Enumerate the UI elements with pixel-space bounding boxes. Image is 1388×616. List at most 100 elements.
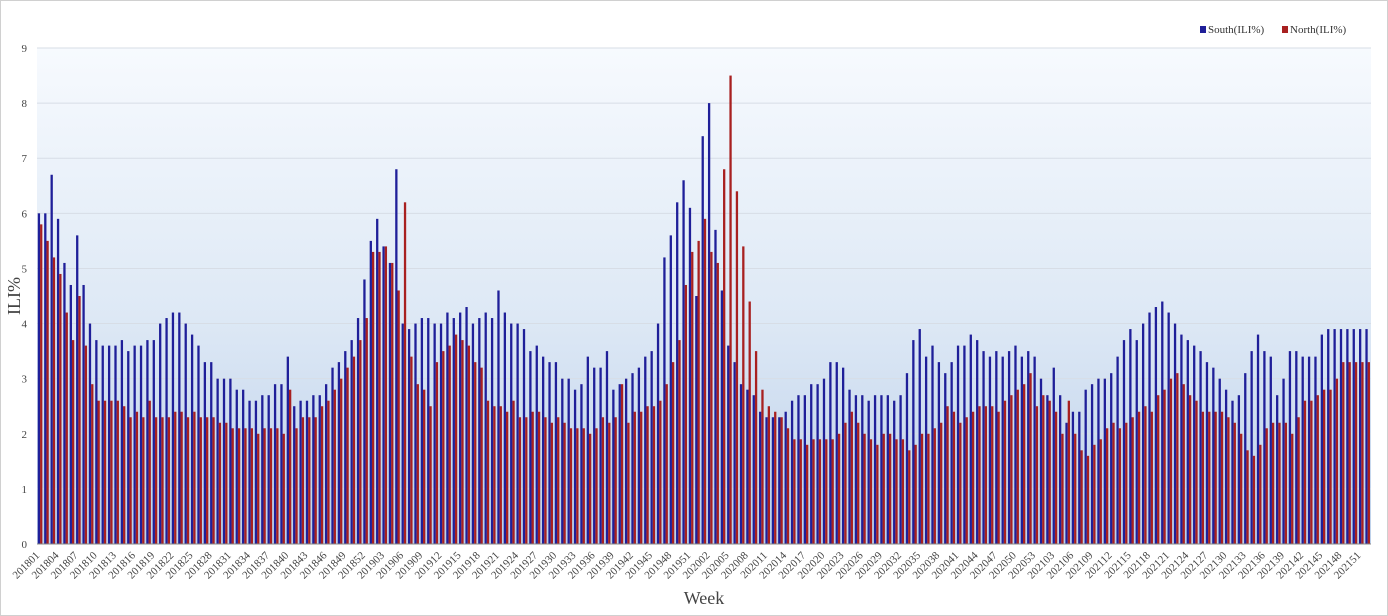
bar-south: [376, 218, 379, 544]
bar-north: [978, 406, 981, 544]
bar-north: [333, 389, 336, 544]
bar-south: [1186, 340, 1189, 544]
bar-south: [76, 235, 79, 544]
bar-north: [1188, 395, 1192, 544]
bar-north: [295, 428, 298, 544]
bar-north: [646, 406, 649, 544]
bar-north: [1093, 444, 1096, 544]
bar-south: [280, 384, 283, 544]
bar-south: [1199, 351, 1202, 544]
bar-north: [46, 240, 49, 544]
bar-north: [1310, 400, 1313, 544]
bar-north: [65, 312, 68, 544]
bar-south: [382, 246, 385, 544]
bar-south: [1103, 378, 1106, 544]
bar-north: [1099, 439, 1102, 544]
bar-north: [416, 384, 419, 544]
bar-south: [682, 180, 685, 544]
bar-south: [510, 323, 513, 544]
y-tick-label: 4: [22, 319, 28, 331]
bar-north: [933, 428, 936, 544]
bar-north: [212, 417, 215, 544]
bar-north: [378, 251, 381, 544]
bar-south: [516, 323, 519, 544]
bar-north: [984, 406, 988, 544]
bar-north: [276, 428, 279, 544]
bar-south: [318, 395, 321, 544]
bar-north: [403, 202, 407, 545]
bar-north: [340, 378, 343, 544]
bar-south: [1282, 378, 1285, 544]
y-tick-label: 3: [22, 374, 28, 386]
bar-north: [742, 246, 745, 544]
bar-north: [448, 345, 451, 544]
bar-south: [235, 389, 238, 544]
bar-north: [59, 273, 62, 544]
bar-south: [446, 312, 449, 544]
bar-south: [931, 345, 934, 544]
bar-south: [261, 395, 264, 544]
bar-south: [1097, 378, 1100, 544]
bar-south: [1033, 356, 1036, 544]
bar-north: [97, 400, 100, 544]
bar-south: [644, 356, 647, 544]
bar-north: [320, 406, 324, 544]
bar-north: [454, 334, 458, 544]
bar-south: [503, 312, 507, 544]
bar-north: [384, 246, 388, 544]
bar-south: [988, 356, 992, 544]
bar-north: [1042, 395, 1045, 544]
bar-south: [139, 345, 143, 544]
bar-north: [793, 439, 796, 544]
legend-swatch-north: [1282, 26, 1288, 33]
bar-south: [771, 417, 775, 544]
bar-north: [799, 439, 802, 544]
bar-south: [797, 395, 800, 544]
bar-north: [1195, 400, 1198, 544]
bar-north: [595, 428, 598, 544]
bar-north: [263, 428, 266, 544]
bar-south: [848, 389, 851, 544]
bar-south: [784, 411, 787, 544]
bar-north: [167, 417, 171, 544]
bar-north: [1035, 406, 1039, 544]
legend-label-south: South(ILI%): [1208, 24, 1265, 36]
bar-north: [486, 400, 490, 544]
bar-north: [691, 251, 694, 544]
bar-north: [1163, 389, 1166, 544]
bar-south: [593, 367, 596, 544]
bar-south: [152, 340, 155, 544]
bar-north: [774, 411, 777, 544]
bar-north: [1201, 411, 1205, 544]
bar-south: [190, 334, 194, 544]
bar-north: [863, 433, 866, 544]
bar-north: [91, 384, 94, 544]
bar-south: [746, 389, 749, 544]
bar-south: [1039, 378, 1043, 544]
bar-north: [1182, 384, 1185, 544]
bar-south: [305, 400, 309, 544]
bar-south: [561, 378, 564, 544]
bar-north: [461, 340, 464, 544]
bar-north: [940, 422, 943, 544]
y-tick-label: 7: [22, 153, 28, 165]
bar-south: [701, 136, 704, 544]
bar-south: [312, 395, 315, 544]
bar-north: [218, 422, 222, 544]
bar-south: [548, 362, 551, 544]
bar-south: [324, 384, 328, 544]
bar-north: [512, 400, 515, 544]
bar-south: [95, 340, 98, 544]
bar-north: [391, 262, 394, 544]
bar-south: [867, 400, 870, 544]
bar-south: [184, 323, 187, 544]
bar-south: [101, 345, 104, 544]
bar-south: [1046, 395, 1049, 544]
bar-south: [599, 367, 602, 544]
bar-north: [493, 406, 496, 544]
bar-north: [844, 422, 847, 544]
bar-north: [123, 406, 126, 544]
bar-north: [1220, 411, 1224, 544]
bar-south: [107, 345, 111, 544]
bar-south: [944, 373, 947, 544]
